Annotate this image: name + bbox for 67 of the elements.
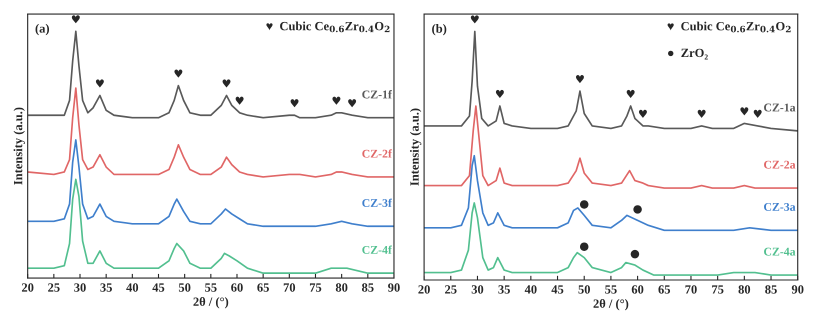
x-tick-label: 40 (524, 285, 537, 294)
x-tick-label: 50 (178, 283, 190, 292)
x-tick-label: 20 (418, 285, 430, 294)
series-label: CZ-4f (362, 245, 392, 254)
annotation: ♥ (96, 79, 104, 88)
x-tick-label: 35 (100, 283, 112, 292)
x-tick-label: 60 (231, 283, 243, 292)
x-tick-label: 85 (765, 285, 777, 294)
annotation: (b) (432, 24, 446, 36)
annotation: ♥ (348, 99, 356, 108)
annotation: ♥ (626, 90, 635, 98)
series-label: CZ-4a (764, 248, 796, 256)
x-tick-label: 25 (48, 283, 60, 292)
series-label: CZ-1a (764, 104, 796, 112)
x-axis-title: 2θ / (°) (594, 298, 628, 310)
x-tick-label: 20 (22, 283, 34, 292)
annotation: ♥ (222, 79, 231, 88)
x-tick-label: 85 (362, 283, 374, 292)
x-tick-label: 50 (578, 285, 590, 294)
x-tick-label: 75 (310, 283, 322, 292)
annotation: ♥ (698, 110, 706, 118)
x-tick-label: 45 (551, 285, 564, 294)
annotation: ● (630, 250, 640, 258)
x-tick-label: 30 (74, 283, 86, 292)
x-tick-label: 90 (792, 285, 804, 294)
annotation: ● (580, 242, 588, 251)
annotation: ♥ Cubic Ce$_{0.6}$Zr$_{0.4}$O$_{2}$ (266, 22, 390, 32)
annotation: ♥ (332, 96, 340, 105)
x-tick-label: 80 (336, 283, 348, 292)
x-tick-label: 55 (605, 285, 617, 294)
x-tick-label: 90 (388, 283, 400, 292)
y-axis-title: Intensity (a.u.) (14, 108, 25, 185)
x-tick-label: 70 (685, 285, 697, 294)
x-axis-title: 2θ / (°) (193, 297, 228, 308)
annotation: ● ZrO₂ (668, 48, 708, 60)
y-axis-title: Intensity (a.u.) (410, 108, 422, 186)
annotation: ● (633, 205, 642, 214)
annotation: ♥ Cubic Ce$_{0.6}$Zr$_{0.4}$O$_{2}$ (668, 22, 791, 32)
annotation: ♥ (72, 15, 80, 24)
annotation: ♥ (740, 107, 748, 116)
x-tick-label: 70 (284, 283, 296, 292)
x-tick-label: 55 (205, 283, 217, 292)
series-label: CZ-3a (764, 202, 796, 211)
annotation: ● (580, 200, 588, 209)
series-label: CZ-1f (362, 90, 392, 98)
annotation: ♥ (754, 110, 762, 118)
x-tick-label: 35 (498, 285, 510, 294)
annotation: ♥ (496, 90, 504, 98)
x-tick-label: 45 (152, 283, 164, 292)
series-label: CZ-2a (764, 160, 796, 169)
series-label: CZ-3f (362, 198, 392, 208)
series-label: CZ-2f (362, 149, 392, 158)
annotation: ♥ (638, 110, 647, 118)
annotation: ♥ (470, 15, 479, 24)
annotation: (a) (36, 24, 50, 36)
x-tick-label: 65 (257, 283, 269, 292)
annotation: ♥ (576, 74, 584, 84)
x-tick-label: 75 (712, 285, 724, 294)
x-tick-label: 80 (738, 285, 750, 294)
x-tick-label: 30 (472, 285, 484, 294)
annotation: ♥ (236, 96, 244, 105)
x-tick-label: 65 (658, 285, 670, 294)
annotation: ♥ (174, 69, 182, 78)
x-tick-label: 25 (445, 285, 457, 294)
annotation: ♥ (290, 99, 299, 108)
x-tick-label: 60 (632, 285, 644, 294)
x-tick-label: 40 (126, 283, 138, 292)
